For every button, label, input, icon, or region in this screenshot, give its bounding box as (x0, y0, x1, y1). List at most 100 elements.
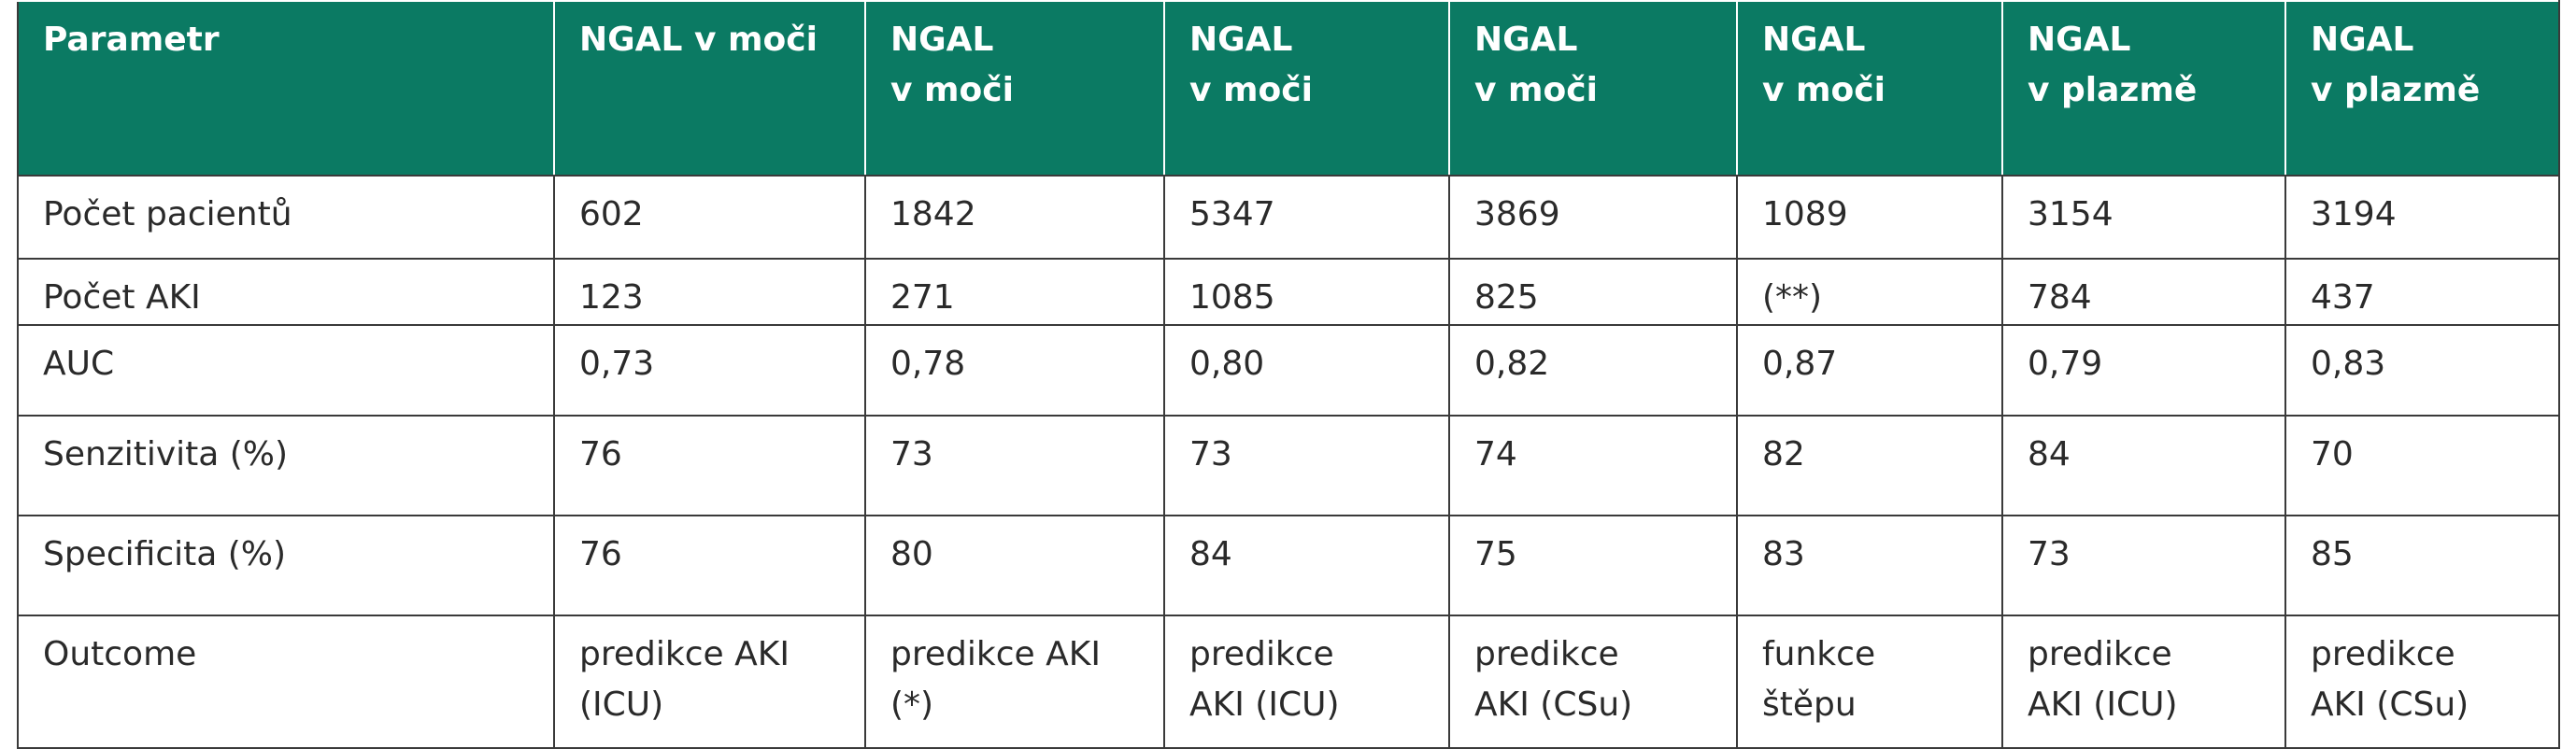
cell-line: 825 (1474, 278, 1539, 317)
table-body: Počet pacientů 602 1842 5347 3869 1089 3154 319… (17, 175, 2560, 749)
cell-line: 0,87 (1762, 345, 1838, 383)
cell-line: predikce AKI (579, 635, 790, 673)
table-row: Specificita (%) 76 80 84 75 83 73 85 (17, 515, 2560, 616)
header-cell: NGAL v plazmě (2001, 0, 2286, 177)
cell-line: predikce (2311, 635, 2455, 673)
cell-line: predikce (2028, 635, 2172, 673)
table-cell: 0,73 (553, 324, 866, 417)
cell-line: v moči (1762, 71, 1886, 109)
table-cell: predikce AKI (ICU) (1163, 615, 1450, 749)
cell-line: Senzitivita (%) (43, 435, 289, 473)
header-cell: Parametr (17, 0, 555, 177)
cell-line: AKI (CSu) (1474, 685, 1633, 724)
table-cell: 0,82 (1448, 324, 1738, 417)
cell-line: 73 (1189, 435, 1232, 473)
table-cell: predikce AKI (ICU) (553, 615, 866, 749)
table-row: Počet AKI 123 271 1085 825 (**) 784 437 (17, 258, 2560, 326)
cell-line: 76 (579, 435, 622, 473)
cell-line: 1085 (1189, 278, 1275, 317)
cell-line: štěpu (1762, 685, 1857, 724)
header-cell: NGAL v moči (553, 0, 866, 177)
table-cell: 5347 (1163, 175, 1450, 260)
cell-line: 3154 (2028, 195, 2113, 233)
cell-line: (**) (1762, 278, 1823, 317)
cell-line: 73 (890, 435, 933, 473)
cell-line: Outcome (43, 635, 197, 673)
table-cell: Počet pacientů (17, 175, 555, 260)
header-cell: NGAL v moči (864, 0, 1165, 177)
table-cell: 73 (864, 415, 1165, 516)
cell-line: 602 (579, 195, 644, 233)
table-cell: 73 (1163, 415, 1450, 516)
table-cell: 85 (2284, 515, 2560, 616)
table-cell: 0,78 (864, 324, 1165, 417)
cell-line: 5347 (1189, 195, 1275, 233)
cell-line: Parametr (43, 21, 220, 59)
table-cell: 83 (1736, 515, 2003, 616)
cell-line: NGAL (890, 21, 994, 59)
cell-line: NGAL v moči (579, 21, 818, 59)
table-cell: 0,79 (2001, 324, 2286, 417)
cell-line: 0,80 (1189, 345, 1265, 383)
table-cell: 0,80 (1163, 324, 1450, 417)
cell-line: v moči (1189, 71, 1313, 109)
cell-line: 70 (2311, 435, 2354, 473)
table-cell: 3194 (2284, 175, 2560, 260)
cell-line: 73 (2028, 535, 2071, 573)
cell-line: 271 (890, 278, 955, 317)
cell-line: predikce AKI (890, 635, 1101, 673)
cell-line: v plazmě (2028, 71, 2198, 109)
table-cell: predikce AKI (*) (864, 615, 1165, 749)
cell-line: 85 (2311, 535, 2354, 573)
cell-line: (ICU) (579, 685, 664, 724)
cell-line: 75 (1474, 535, 1517, 573)
table-cell: 784 (2001, 258, 2286, 326)
cell-line: predikce (1474, 635, 1619, 673)
table-cell: funkce štěpu (1736, 615, 2003, 749)
table-cell: predikce AKI (ICU) (2001, 615, 2286, 749)
table-cell: 437 (2284, 258, 2560, 326)
table-cell: 0,87 (1736, 324, 2003, 417)
cell-line: AUC (43, 345, 115, 383)
cell-line: 80 (890, 535, 933, 573)
cell-line: 784 (2028, 278, 2092, 317)
cell-line: 0,78 (890, 345, 966, 383)
cell-line: 0,73 (579, 345, 655, 383)
cell-line: 0,79 (2028, 345, 2103, 383)
table-cell: 271 (864, 258, 1165, 326)
table-cell: 1842 (864, 175, 1165, 260)
cell-line: Počet pacientů (43, 195, 292, 233)
cell-line: v moči (890, 71, 1014, 109)
table-cell: 1085 (1163, 258, 1450, 326)
table-cell: 82 (1736, 415, 2003, 516)
cell-line: 3869 (1474, 195, 1560, 233)
table-cell: 123 (553, 258, 866, 326)
table-cell: 1089 (1736, 175, 2003, 260)
cell-line: NGAL (1474, 21, 1578, 59)
header-cell: NGAL v plazmě (2284, 0, 2560, 177)
cell-line: 123 (579, 278, 644, 317)
cell-line: NGAL (2311, 21, 2414, 59)
cell-line: (*) (890, 685, 934, 724)
cell-line: predikce (1189, 635, 1334, 673)
table-cell: 84 (1163, 515, 1450, 616)
table-cell: Počet AKI (17, 258, 555, 326)
cell-line: 437 (2311, 278, 2375, 317)
table-cell: 70 (2284, 415, 2560, 516)
cell-line: v plazmě (2311, 71, 2481, 109)
cell-line: Počet AKI (43, 278, 201, 317)
table-cell: 74 (1448, 415, 1738, 516)
cell-line: 83 (1762, 535, 1805, 573)
cell-line: 84 (2028, 435, 2071, 473)
table-cell: Specificita (%) (17, 515, 555, 616)
cell-line: 0,82 (1474, 345, 1550, 383)
cell-line: 1842 (890, 195, 976, 233)
cell-line: 84 (1189, 535, 1232, 573)
header-cell: NGAL v moči (1448, 0, 1738, 177)
table-cell: 3869 (1448, 175, 1738, 260)
cell-line: NGAL (2028, 21, 2131, 59)
table-row: AUC 0,73 0,78 0,80 0,82 0,87 0,79 0,83 (17, 324, 2560, 417)
table-cell: 80 (864, 515, 1165, 616)
table-cell: Senzitivita (%) (17, 415, 555, 516)
